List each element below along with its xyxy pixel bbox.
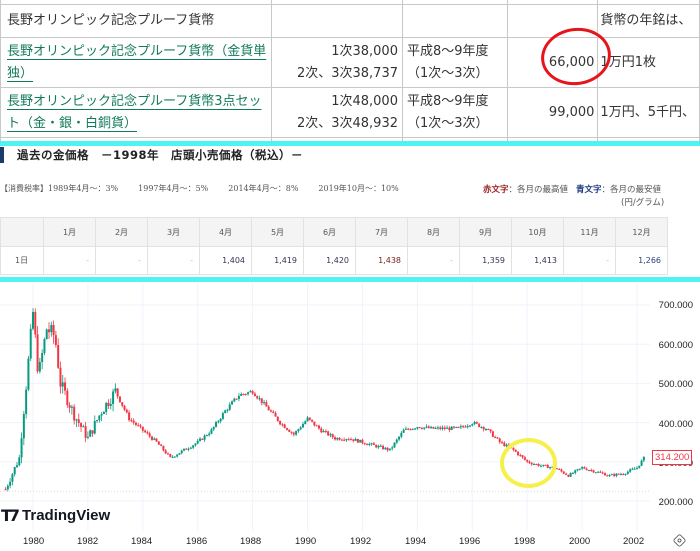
- price-cell: -: [407, 246, 460, 275]
- tax-rate: 1989年4月～：3%: [48, 184, 119, 193]
- y-axis-label: 200.000: [658, 497, 693, 508]
- candlestick-plot: [0, 283, 650, 531]
- tax-label: 【消費税率】: [0, 184, 48, 193]
- legend-red-label: 赤文字: [483, 185, 509, 195]
- price-cell: -: [95, 246, 148, 275]
- y-axis-label: 500.000: [658, 379, 693, 390]
- price-cell: 1,420: [303, 246, 356, 275]
- legend-blue-desc: ：各月の最安値: [601, 185, 662, 195]
- y-axis-label: 600.000: [658, 340, 693, 351]
- x-axis-label: 1998: [514, 536, 536, 547]
- gold-price-table: 1月 2月 3月 4月 5月 6月 7月 8月 9月 10月 11月 12月 1…: [0, 217, 668, 275]
- issue-price-2: 2次、3次38,737: [296, 65, 398, 81]
- unit-label: (円/グラム): [621, 198, 665, 208]
- heading-text: 過去の金価格 －1998年 店頭小売価格（税込）－: [17, 148, 304, 162]
- coin-note: 1万円、5千円、: [597, 87, 700, 138]
- legend-red-desc: ：各月の最高値: [508, 185, 569, 195]
- month-header: 5月: [251, 217, 304, 247]
- tradingview-logo[interactable]: T7 TradingView: [1, 506, 110, 525]
- separator: [0, 277, 700, 282]
- buy-price: 66,000: [507, 37, 599, 88]
- month-header: 1月: [43, 217, 96, 247]
- table-row: 長野オリンピック記念プルーフ貨幣 貨幣の年銘は、: [0, 4, 700, 38]
- x-axis-label: 2002: [623, 536, 645, 547]
- last-price-tag: 314.200: [652, 450, 693, 465]
- x-axis-label: 1982: [77, 536, 99, 547]
- month-header: 10月: [511, 217, 564, 247]
- heading-accent-bar: [0, 147, 4, 163]
- month-header: 6月: [303, 217, 356, 247]
- tax-rate-line: 【消費税率】1989年4月～：3% 1997年4月～：5% 2014年4月～：8% 2…: [0, 183, 419, 194]
- color-legend: 赤文字：各月の最高値 青文字：各月の最安値: [483, 183, 661, 195]
- month-header: 7月: [355, 217, 408, 247]
- tax-rate: 2019年10月～：10%: [318, 184, 399, 193]
- tradingview-logo-icon: T7: [1, 506, 20, 525]
- x-axis-label: 1994: [405, 536, 427, 547]
- table-row: 長野オリンピック記念プルーフ貨幣3点セット（金・銀・白銅貨） 1次48,000 2…: [0, 87, 700, 138]
- tax-rate: 1997年4月～：5%: [138, 184, 209, 193]
- x-axis-label: 1992: [350, 536, 372, 547]
- x-axis-label: 2000: [569, 536, 591, 547]
- month-header: 12月: [615, 217, 668, 247]
- x-axis-label: 1990: [295, 536, 317, 547]
- month-header: 9月: [459, 217, 512, 247]
- issue-batch: （1次～3次）: [406, 65, 489, 81]
- x-axis-label: 1986: [186, 536, 208, 547]
- issue-price-2: 2次、3次48,932: [296, 115, 398, 131]
- price-cell: -: [147, 246, 200, 275]
- price-cell: -: [43, 246, 96, 275]
- price-cell: 1,359: [459, 246, 512, 275]
- x-axis-label: 1984: [131, 536, 153, 547]
- issue-price-1: 1次38,000: [331, 43, 398, 59]
- table-header-row: 1月 2月 3月 4月 5月 6月 7月 8月 9月 10月 11月 12月: [0, 217, 668, 247]
- price-cell: -: [563, 246, 616, 275]
- issue-year: 平成8～9年度: [401, 137, 509, 141]
- price-cell: 1,413: [511, 246, 564, 275]
- month-header: 8月: [407, 217, 460, 247]
- y-axis-label: 700.000: [658, 300, 693, 311]
- section-heading: 過去の金価格 －1998年 店頭小売価格（税込）－: [0, 146, 303, 164]
- issue-year: 平成8～9年度: [406, 43, 489, 59]
- y-axis-label: 400.000: [658, 419, 693, 430]
- month-header: 4月: [199, 217, 252, 247]
- price-cell-high: 1,438: [355, 246, 408, 275]
- issue-price-1: 1次48,000: [331, 93, 398, 109]
- day-label: 1日: [0, 246, 44, 275]
- coin-link-3set[interactable]: 長野オリンピック記念プルーフ貨幣3点セット（金・銀・白銅貨）: [7, 93, 262, 131]
- gold-price-panel: 過去の金価格 －1998年 店頭小売価格（税込）－ 【消費税率】1989年4月～…: [0, 146, 700, 277]
- price-cell: 1,419: [251, 246, 304, 275]
- coin-link-gold-single[interactable]: 長野オリンピック記念プルーフ貨幣（金貨単独）: [7, 43, 267, 81]
- x-axis-label: 1980: [23, 536, 45, 547]
- month-header: 2月: [95, 217, 148, 247]
- table-row: 長野オリンピック記念プルーフ貨幣（金貨単独） 1次38,000 2次、3次38,7…: [0, 37, 700, 88]
- legend-blue-label: 青文字: [576, 185, 602, 195]
- coin-table: 長野オリンピック記念プルーフ貨幣 貨幣の年銘は、 長野オリンピック記念プルーフ貨…: [0, 0, 700, 141]
- brand-name: TradingView: [22, 507, 111, 524]
- highlight-circle-1998: [500, 438, 557, 488]
- issue-batch: （1次～3次）: [406, 115, 489, 131]
- x-axis-label: 1996: [459, 536, 481, 547]
- price-cell: 1,404: [199, 246, 252, 275]
- price-cell-low: 1,266: [615, 246, 668, 275]
- month-header: 3月: [147, 217, 200, 247]
- x-axis-label: 1988: [240, 536, 262, 547]
- table-row: 長野オリンピック記念プルーフ貨幣2点セット 1次11,500 平成8～9年度: [0, 137, 700, 141]
- coin-note: 1万円1枚: [597, 37, 700, 88]
- coin-table-panel: 長野オリンピック記念プルーフ貨幣 貨幣の年銘は、 長野オリンピック記念プルーフ貨…: [0, 0, 700, 141]
- coin-name: 長野オリンピック記念プルーフ貨幣: [0, 4, 273, 38]
- issue-year: 平成8～9年度: [406, 93, 489, 109]
- coin-note: 貨幣の年銘は、: [597, 4, 700, 38]
- tradingview-chart[interactable]: 700.000 600.000 500.000 400.000 300.000 …: [0, 283, 700, 551]
- table-row: 1日 - - - 1,404 1,419 1,420 1,438 - 1,359…: [0, 246, 668, 275]
- month-header: 11月: [563, 217, 616, 247]
- separator: [0, 141, 700, 146]
- buy-price: 99,000: [507, 87, 599, 138]
- tax-rate: 2014年4月～：8%: [228, 184, 299, 193]
